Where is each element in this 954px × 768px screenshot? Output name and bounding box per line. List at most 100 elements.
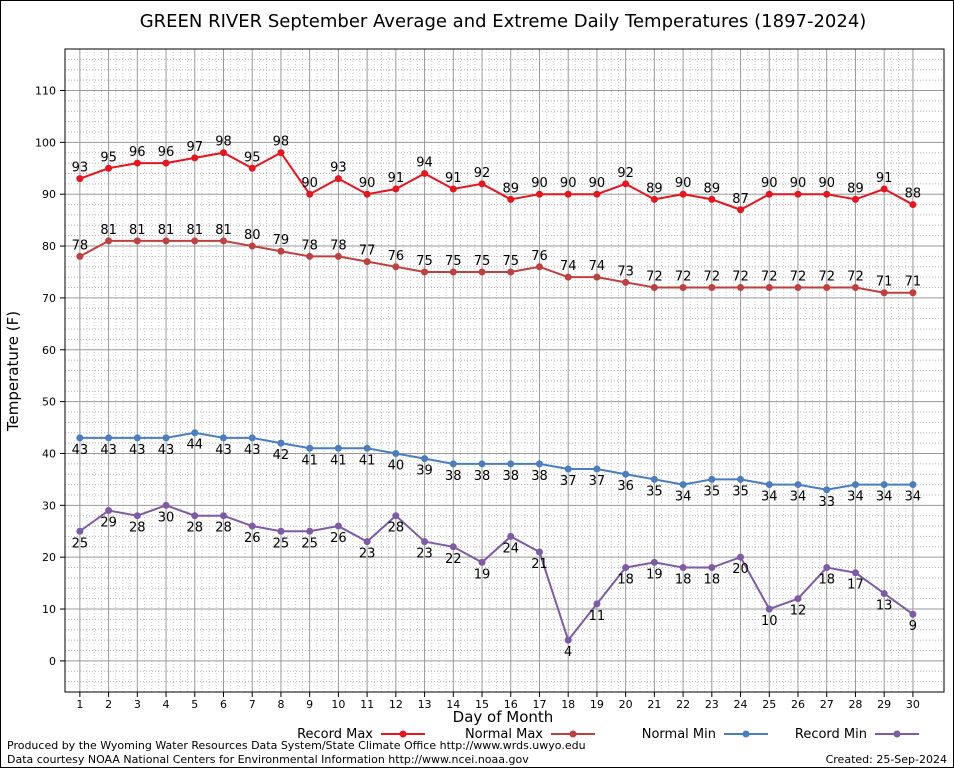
- record-max-point: [765, 190, 773, 198]
- legend-marker: [893, 730, 901, 738]
- normal-max-point: [622, 278, 630, 286]
- record-min-point: [162, 501, 170, 509]
- record-min-data-label: 25: [72, 536, 89, 551]
- legend-label: Normal Max: [465, 727, 543, 742]
- x-tick-label: 8: [277, 698, 284, 711]
- normal-min-data-label: 43: [244, 443, 261, 458]
- normal-max-point: [564, 273, 572, 281]
- record-min-point: [765, 605, 773, 613]
- record-max-point: [421, 169, 429, 177]
- record-max-data-label: 90: [761, 176, 778, 191]
- record-min-data-label: 28: [388, 521, 405, 536]
- normal-min-point: [622, 470, 630, 478]
- normal-min-point: [421, 455, 429, 463]
- record-min-data-label: 25: [273, 536, 290, 551]
- record-min-point: [478, 558, 486, 566]
- record-min-point: [392, 512, 400, 520]
- normal-min-point: [162, 434, 170, 442]
- record-max-point: [679, 190, 687, 198]
- record-min-point: [219, 512, 227, 520]
- record-min-data-label: 30: [158, 510, 175, 525]
- normal-min-point: [679, 481, 687, 489]
- normal-min-data-label: 34: [905, 490, 922, 505]
- normal-max-point: [765, 284, 773, 292]
- record-min-point: [105, 507, 113, 515]
- normal-min-point: [851, 481, 859, 489]
- record-max-point: [306, 190, 314, 198]
- y-tick-label: 0: [49, 655, 56, 668]
- normal-min-point: [564, 465, 572, 473]
- normal-max-line: [79, 239, 913, 294]
- normal-max-point: [76, 252, 84, 260]
- record-max-point: [449, 185, 457, 193]
- normal-max-data-label: 81: [215, 223, 232, 238]
- normal-min-point: [737, 475, 745, 483]
- legend-item-normal-max: Normal Max: [465, 727, 595, 742]
- record-min-data-label: 28: [215, 521, 232, 536]
- record-min-point: [535, 548, 543, 556]
- normal-min-data-label: 38: [474, 469, 491, 484]
- record-min-data-label: 23: [416, 547, 433, 562]
- record-max-data-label: 90: [301, 176, 318, 191]
- normal-min-point: [334, 444, 342, 452]
- normal-max-point: [851, 284, 859, 292]
- record-max-data-label: 96: [129, 145, 146, 160]
- legend-item-record-max: Record Max: [297, 727, 425, 742]
- record-min-data-label: 20: [732, 562, 749, 577]
- x-tick-label: 5: [191, 698, 198, 711]
- x-tick-label: 11: [360, 698, 374, 711]
- x-tick-label: 1: [76, 698, 83, 711]
- normal-max-data-label: 78: [72, 238, 89, 253]
- normal-max-data-label: 77: [359, 244, 376, 259]
- record-min-data-label: 24: [502, 541, 519, 556]
- record-min-point: [507, 532, 515, 540]
- record-max-data-label: 88: [905, 187, 922, 202]
- normal-min-data-label: 38: [531, 469, 548, 484]
- normal-min-data-label: 43: [215, 443, 232, 458]
- record-max-data-label: 98: [273, 135, 290, 150]
- normal-max-series: 78 81 81 81 81 81 80 79 78 78 77 76 75 75 75 75 76 74 74 73…: [72, 223, 921, 297]
- x-tick-label: 6: [220, 698, 227, 711]
- record-max-point: [564, 190, 572, 198]
- normal-max-point: [421, 268, 429, 276]
- record-max-point: [219, 149, 227, 157]
- normal-max-data-label: 72: [818, 270, 835, 285]
- normal-max-point: [708, 284, 716, 292]
- record-min-data-label: 12: [790, 604, 807, 619]
- x-tick-label: 10: [331, 698, 345, 711]
- chart-title: GREEN RIVER September Average and Extrem…: [140, 11, 867, 32]
- normal-min-point: [478, 460, 486, 468]
- record-max-data-label: 87: [732, 192, 749, 207]
- y-tick-label: 110: [35, 84, 56, 97]
- record-max-point: [622, 180, 630, 188]
- normal-min-point: [449, 460, 457, 468]
- x-tick-label: 30: [906, 698, 920, 711]
- record-min-data-label: 18: [818, 573, 835, 588]
- normal-min-point: [105, 434, 113, 442]
- record-max-series: 93 95 96 96 97 98 95 98 90 93 90 91 94 91 92 89 90 90 90 92…: [72, 135, 922, 214]
- normal-max-data-label: 72: [704, 270, 721, 285]
- normal-max-data-label: 80: [244, 228, 261, 243]
- normal-min-point: [794, 481, 802, 489]
- record-max-point: [363, 190, 371, 198]
- x-tick-label: 25: [762, 698, 776, 711]
- record-min-point: [306, 527, 314, 535]
- normal-max-point: [105, 237, 113, 245]
- record-min-data-label: 23: [359, 547, 376, 562]
- y-tick-label: 20: [42, 551, 56, 564]
- record-max-point: [880, 185, 888, 193]
- normal-max-data-label: 78: [330, 238, 347, 253]
- legend-label: Record Max: [297, 727, 373, 742]
- normal-max-data-label: 73: [617, 264, 634, 279]
- record-max-data-label: 90: [589, 176, 606, 191]
- record-max-point: [823, 190, 831, 198]
- record-max-data-label: 91: [445, 171, 462, 186]
- normal-max-data-label: 75: [445, 254, 462, 269]
- record-max-point: [478, 180, 486, 188]
- record-max-point: [851, 195, 859, 203]
- record-min-data-label: 19: [474, 567, 491, 582]
- normal-max-data-label: 72: [847, 270, 864, 285]
- record-max-data-label: 90: [818, 176, 835, 191]
